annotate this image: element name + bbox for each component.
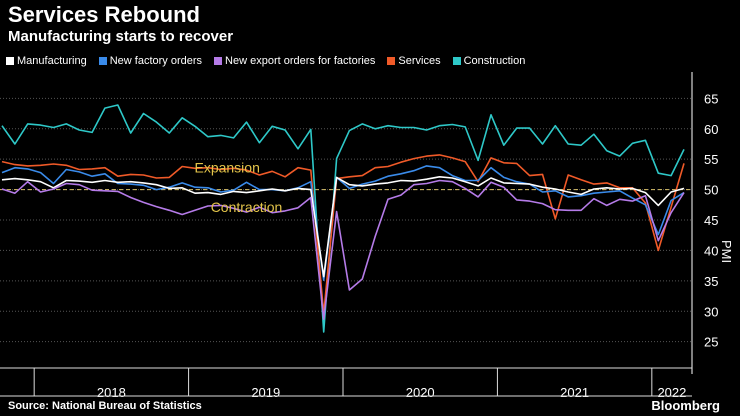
legend-swatch-construction: [452, 57, 461, 65]
y-tick-label: 40: [704, 243, 718, 258]
chart-subtitle: Manufacturing starts to recover: [8, 28, 234, 45]
legend-label: Manufacturing: [17, 55, 87, 67]
legend: Manufacturing New factory orders New exp…: [6, 55, 525, 67]
legend-item-new-factory-orders: New factory orders: [98, 55, 203, 67]
y-tick-label: 30: [704, 304, 718, 319]
y-tick-label: 60: [704, 122, 718, 137]
legend-swatch-new-factory-orders: [98, 57, 107, 65]
y-tick-label: 65: [704, 91, 718, 106]
legend-swatch-services: [387, 57, 396, 65]
series-line-new-export-orders-for-factories: [1, 179, 685, 321]
legend-item-manufacturing: Manufacturing: [6, 55, 87, 67]
legend-label: New export orders for factories: [225, 55, 376, 67]
series-line-services: [1, 154, 685, 315]
x-tick-label: 2020: [406, 385, 435, 400]
y-axis-label: PMI: [719, 240, 734, 263]
annotation-contraction: Contraction: [211, 199, 283, 215]
legend-item-new-export-orders: New export orders for factories: [214, 55, 375, 67]
x-tick-label: 2021: [560, 385, 589, 400]
source-note: Source: National Bureau of Statistics: [8, 400, 202, 412]
annotation-expansion: Expansion: [194, 160, 259, 176]
y-tick-label: 25: [704, 335, 718, 350]
legend-item-construction: Construction: [452, 55, 526, 67]
legend-item-services: Services: [387, 55, 441, 67]
legend-label: New factory orders: [109, 55, 203, 67]
y-tick-label: 50: [704, 183, 718, 198]
legend-label: Construction: [463, 55, 526, 67]
series-line-manufacturing: [1, 176, 685, 278]
y-tick-label: 35: [704, 274, 718, 289]
y-tick-label: 45: [704, 213, 718, 228]
legend-label: Services: [398, 55, 441, 67]
y-tick-label: 55: [704, 152, 718, 167]
x-tick-label: 2018: [97, 385, 126, 400]
legend-swatch-new-export-orders: [214, 57, 223, 65]
series-line-new-factory-orders: [1, 165, 685, 282]
series-line-construction: [1, 104, 685, 333]
legend-swatch-manufacturing: [6, 57, 14, 65]
bloomberg-logo: Bloomberg: [651, 398, 720, 413]
chart-title: Services Rebound: [8, 2, 200, 27]
x-tick-label: 2019: [251, 385, 280, 400]
